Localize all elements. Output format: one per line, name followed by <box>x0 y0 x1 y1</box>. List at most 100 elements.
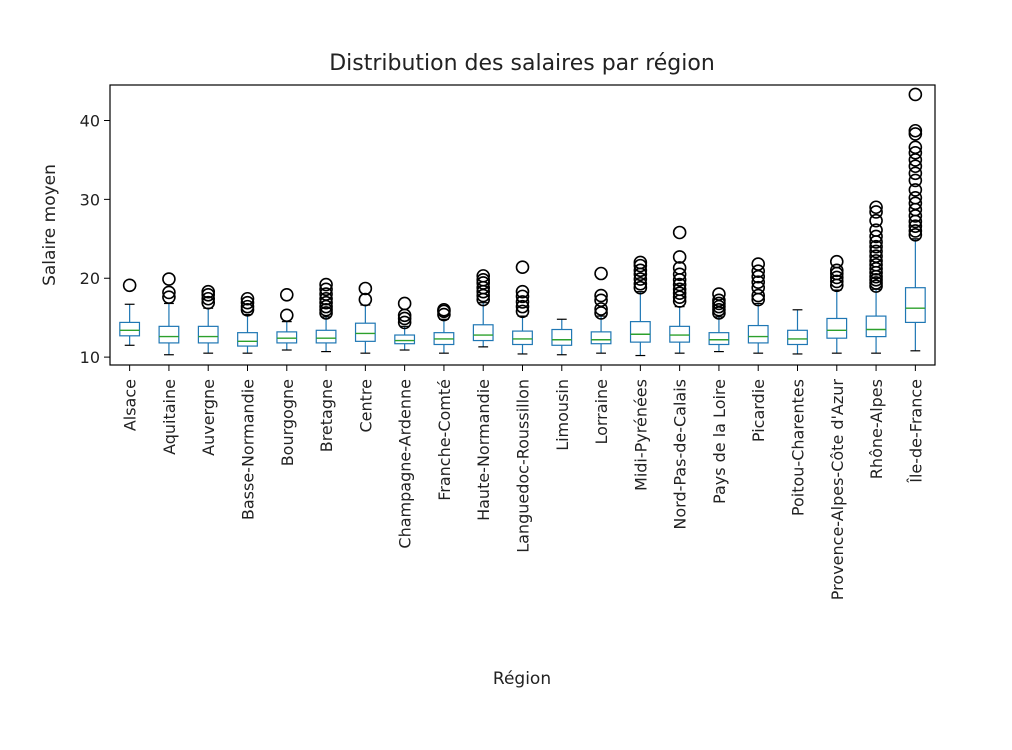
outlier-point <box>672 225 687 240</box>
outlier-point <box>240 299 255 314</box>
x-tick-label: Île-de-France <box>906 379 925 484</box>
outlier-point <box>397 315 412 330</box>
box <box>551 328 573 346</box>
outlier-point <box>869 249 883 263</box>
box <box>197 325 219 344</box>
x-tick-label: Pays de la Loire <box>710 379 729 504</box>
outlier-point <box>869 213 883 228</box>
outlier-point <box>319 287 333 301</box>
outlier-point <box>397 296 412 311</box>
outlier-point <box>908 219 923 233</box>
outlier-point <box>869 229 883 244</box>
outlier-point <box>515 299 530 314</box>
x-tick-label: Provence-Alpes-Côte d'Azur <box>828 379 847 601</box>
box <box>865 315 887 338</box>
outlier-point <box>162 285 176 300</box>
y-tick-label: 30 <box>80 190 100 209</box>
box <box>826 317 848 339</box>
outlier-point <box>594 288 608 303</box>
x-tick-label: Nord-Pas-de-Calais <box>671 379 690 530</box>
outlier-point <box>908 146 923 160</box>
outlier-point <box>908 224 923 238</box>
x-tick-label: Alsace <box>121 379 140 431</box>
outlier-point <box>829 263 844 278</box>
outlier-point <box>633 280 648 295</box>
outlier-point <box>476 269 491 283</box>
x-tick-label: Auvergne <box>199 379 218 456</box>
outlier-point <box>869 254 883 268</box>
box <box>629 321 651 343</box>
outlier-point <box>908 87 923 102</box>
x-tick-label: Centre <box>356 379 375 433</box>
outlier-point <box>908 196 923 211</box>
outlier-point <box>908 159 923 174</box>
outlier-point <box>515 289 530 304</box>
outlier-point <box>751 275 766 289</box>
box <box>394 334 416 345</box>
outlier-point <box>240 295 255 310</box>
outlier-point <box>908 140 923 155</box>
box <box>119 321 141 337</box>
x-tick-label: Bourgogne <box>278 379 297 466</box>
box <box>472 324 494 342</box>
box <box>590 331 612 345</box>
x-tick-label: Basse-Normandie <box>239 379 258 520</box>
outlier-point <box>201 295 216 310</box>
outlier-point <box>908 123 923 138</box>
x-tick-label: Picardie <box>749 379 768 442</box>
outlier-point <box>908 228 923 242</box>
outlier-point <box>829 274 844 289</box>
x-tick-label: Franche-Comté <box>435 379 454 501</box>
outlier-point <box>279 308 294 323</box>
outlier-point <box>751 264 766 278</box>
outlier-point <box>908 166 923 181</box>
outlier-point <box>829 270 844 285</box>
x-tick-label: Poitou-Charentes <box>789 379 808 516</box>
outlier-point <box>358 281 373 296</box>
outlier-point <box>122 278 137 293</box>
outlier-point <box>594 302 608 316</box>
box <box>669 325 691 343</box>
x-tick-label: Midi-Pyrénées <box>631 379 650 491</box>
y-tick-label: 20 <box>80 269 100 288</box>
box <box>158 325 180 344</box>
chart-title: Distribution des salaires par région <box>329 51 715 76</box>
box <box>354 322 376 342</box>
outlier-point <box>633 255 648 270</box>
outlier-point <box>319 295 333 310</box>
x-tick-label: Languedoc-Roussillon <box>514 379 533 553</box>
outlier-point <box>358 292 373 307</box>
outlier-point <box>908 190 923 205</box>
outlier-point <box>751 280 766 295</box>
x-axis-label: Région <box>493 669 551 689</box>
outlier-point <box>672 277 687 292</box>
x-tick-label: Bretagne <box>317 379 336 452</box>
box <box>904 287 926 324</box>
outlier-point <box>594 293 608 308</box>
outlier-point <box>869 200 883 215</box>
outlier-point <box>515 295 530 309</box>
box <box>237 332 258 347</box>
outlier-point <box>201 291 216 306</box>
x-tick-label: Aquitaine <box>160 379 179 455</box>
outlier-point <box>319 291 333 306</box>
outlier-point <box>672 261 687 275</box>
outlier-point <box>751 288 766 303</box>
outlier-point <box>515 284 530 299</box>
plot-area: 10 20 30 40 Alsace Aquitaine Auvergne Basse-Nor… <box>80 87 926 601</box>
box <box>512 330 533 346</box>
outlier-point <box>633 272 648 286</box>
box <box>708 332 730 346</box>
outlier-point <box>476 273 491 287</box>
x-tick-label: Haute-Normandie <box>474 379 493 521</box>
outlier-point <box>751 257 766 271</box>
box <box>787 329 808 346</box>
outlier-point <box>319 282 333 297</box>
outlier-point <box>515 304 530 319</box>
plot-frame <box>109 84 936 366</box>
outlier-point <box>869 205 883 219</box>
outlier-point <box>712 287 726 301</box>
x-tick-label: Limousin <box>553 379 572 451</box>
outlier-point <box>162 290 176 304</box>
